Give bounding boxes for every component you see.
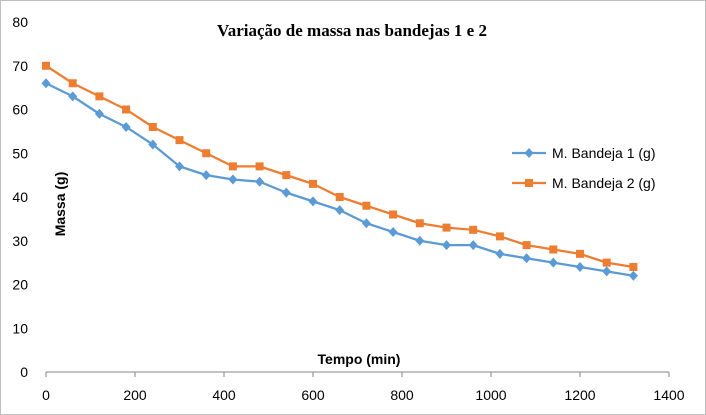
data-point	[121, 122, 131, 132]
data-point	[281, 187, 291, 198]
legend-marker	[525, 179, 533, 187]
data-point	[575, 262, 585, 272]
legend: M. Bandeja 1 (g) M. Bandeja 2 (g)	[512, 145, 656, 191]
y-tick-label: 30	[12, 233, 28, 249]
legend-label: M. Bandeja 2 (g)	[552, 175, 656, 191]
data-point	[202, 149, 211, 158]
series-line	[45, 64, 634, 269]
data-point	[175, 161, 184, 172]
data-point	[442, 223, 451, 232]
data-point	[469, 225, 478, 234]
data-point	[94, 108, 104, 119]
x-tick-label: 200	[123, 387, 147, 403]
data-point	[175, 136, 184, 145]
series-2	[42, 61, 638, 271]
data-point	[549, 245, 558, 254]
data-point	[68, 91, 78, 102]
data-point	[335, 193, 344, 201]
data-point	[415, 235, 425, 246]
y-axis-ticks: 0 10 20 30 40 50 60 70 80	[12, 14, 28, 380]
data-point	[388, 227, 398, 237]
legend-label: M. Bandeja 1 (g)	[552, 145, 656, 161]
data-point	[362, 201, 371, 210]
y-tick-label: 80	[12, 14, 28, 30]
data-point	[468, 240, 478, 251]
data-point	[282, 171, 291, 180]
x-tick-label: 0	[42, 387, 50, 403]
legend-marker	[524, 148, 534, 158]
data-point	[335, 205, 345, 216]
data-point	[228, 162, 237, 171]
series-line	[45, 82, 634, 277]
data-point	[602, 266, 612, 277]
data-point	[361, 218, 371, 229]
data-point	[548, 257, 558, 268]
x-tick-label: 800	[390, 387, 414, 403]
data-point	[495, 232, 504, 241]
series-1	[41, 78, 638, 281]
x-tick-label: 1200	[564, 387, 595, 403]
data-point	[148, 123, 157, 131]
data-point	[228, 174, 238, 185]
y-tick-label: 20	[12, 277, 28, 293]
data-point	[68, 79, 77, 88]
data-point	[122, 105, 131, 114]
data-point	[95, 92, 104, 101]
data-point	[255, 176, 265, 187]
data-point	[42, 61, 50, 70]
series-layer	[41, 61, 638, 281]
y-tick-label: 0	[20, 364, 28, 380]
data-point	[308, 196, 318, 207]
data-point	[201, 170, 211, 181]
y-tick-label: 50	[12, 145, 28, 161]
data-point	[309, 179, 317, 188]
x-axis-title: Tempo (min)	[318, 351, 401, 367]
x-axis-ticks: 0 200 400 600 800 1000 1200 1400	[42, 372, 685, 403]
data-point	[522, 241, 531, 250]
data-point	[628, 270, 638, 281]
y-tick-label: 70	[12, 58, 28, 74]
legend-item: M. Bandeja 2 (g)	[512, 175, 656, 191]
x-tick-label: 600	[301, 387, 325, 403]
legend-item: M. Bandeja 1 (g)	[512, 145, 656, 161]
x-tick-label: 1400	[653, 387, 684, 403]
data-point	[522, 253, 532, 264]
data-point	[629, 263, 638, 271]
x-tick-label: 1000	[475, 387, 506, 403]
data-point	[41, 78, 51, 89]
data-point	[415, 219, 424, 228]
y-tick-label: 40	[12, 189, 28, 205]
data-point	[255, 162, 264, 171]
data-point	[442, 240, 451, 251]
data-point	[576, 249, 584, 258]
y-tick-label: 60	[12, 102, 28, 118]
data-point	[148, 139, 158, 150]
chart-title: Variação de massa nas bandejas 1 e 2	[217, 21, 487, 40]
data-point	[389, 210, 398, 219]
data-point	[495, 248, 505, 259]
data-point	[602, 258, 611, 267]
y-tick-label: 10	[12, 320, 28, 336]
y-axis-title: Massa (g)	[52, 172, 68, 237]
x-tick-label: 400	[212, 387, 236, 403]
